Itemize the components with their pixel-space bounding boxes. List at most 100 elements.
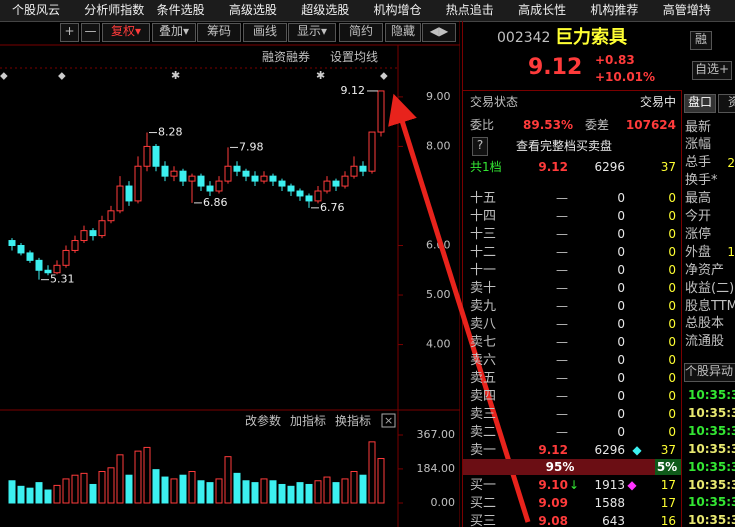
volume-bar [350, 471, 358, 504]
depth-volume: 1588 [594, 496, 625, 510]
extreme-label: 6.86 [203, 196, 228, 209]
depth-label: 卖八 [470, 316, 497, 332]
ratio-label: 委比 [470, 118, 495, 132]
toolbar-button[interactable]: — [81, 23, 100, 42]
volume-bar [305, 483, 313, 504]
close-indicator[interactable] [381, 413, 396, 428]
margin-tag[interactable]: 融 [690, 31, 712, 50]
volume-bar [53, 484, 61, 504]
volume-bar [206, 482, 214, 504]
extreme-label: 7.98 [239, 140, 264, 153]
volume-bar [260, 478, 268, 504]
y-tick-label: 4.00 [426, 338, 451, 351]
toolbar-button[interactable]: 简约 [339, 23, 383, 42]
candle-body [35, 259, 43, 271]
toolbar-button[interactable]: 显示▾ [288, 23, 336, 42]
depth-volume: 1913 [594, 478, 625, 492]
toolbar-button[interactable]: 画线 [243, 23, 287, 42]
y-tick-label: 6.00 [426, 238, 451, 251]
depth-label: 买二 [470, 495, 497, 511]
y-tick-label: 5.00 [426, 288, 451, 301]
depth-count: 17 [660, 496, 676, 510]
field-label: 最新 [685, 119, 712, 135]
volume-bar [62, 478, 70, 504]
diff-label: 委差 [585, 118, 610, 132]
volume-bar [26, 487, 34, 504]
full-depth-link[interactable]: 查看完整档买卖盘 [516, 139, 613, 153]
indicator-button[interactable]: 改参数 [245, 414, 282, 428]
menu-item[interactable]: 高成长性 [518, 3, 567, 17]
depth-price: — [556, 191, 568, 205]
menu-item[interactable]: 个股风云 [12, 3, 61, 17]
volume-bar [179, 474, 187, 504]
volume-bar [296, 482, 304, 504]
indicator-button[interactable]: 换指标 [335, 414, 372, 428]
volume-bar [368, 441, 376, 504]
kline-chart: ⬥ ⬥ ✱ ✱ ⬥ × 9.00 8.00 6.00 5.00 4.00 9.12 8.28 7.98… [0, 21, 460, 527]
indicator-button[interactable]: 加指标 [290, 414, 327, 428]
status-label: 交易状态 [470, 95, 519, 109]
ask-strength-bar [655, 459, 681, 475]
depth-summary: 6296 [594, 160, 625, 174]
depth-price: — [556, 209, 568, 223]
side-tab[interactable]: 资 [718, 94, 735, 113]
depth-price: 9.12 [538, 443, 568, 457]
depth-label: 买一 [470, 477, 497, 493]
toolbar-button[interactable]: 叠加▾ [152, 23, 196, 42]
depth-count: 0 [668, 299, 676, 313]
toolbar-button[interactable]: + [60, 23, 79, 42]
diff-value: 107624 [625, 118, 676, 132]
watchlist-button[interactable]: 自选+ [692, 61, 732, 80]
stock-name: 巨力索具 [555, 27, 627, 48]
depth-label: 卖十 [470, 280, 497, 296]
candle-body [26, 252, 34, 261]
candle-body [224, 165, 232, 182]
menu-item[interactable]: 分析师指数 [84, 3, 145, 17]
scroll-button[interactable]: ◀▶ [422, 23, 456, 42]
price-change-pct: +10.01% [595, 70, 656, 84]
menu-item[interactable]: 高管增持 [662, 3, 711, 17]
volume-bar [242, 480, 250, 504]
field-label: 总股本 [685, 316, 725, 332]
volume-bar [341, 478, 349, 504]
depth-volume: 0 [617, 335, 625, 349]
chart-link[interactable]: 融资融券 [262, 50, 311, 64]
chart-link[interactable]: 设置均线 [330, 50, 379, 64]
bid-strength-bar [463, 459, 655, 475]
candle-body [305, 195, 313, 202]
balance-bid: 95% [545, 460, 575, 474]
menu-item[interactable]: 热点追击 [445, 3, 494, 17]
menu-item[interactable]: 高级选股 [228, 3, 277, 17]
menu-item[interactable]: 超级选股 [301, 3, 350, 17]
volume-bar [170, 478, 178, 504]
candle-body [350, 165, 358, 177]
depth-label: 卖四 [470, 388, 497, 404]
depth-count: 0 [668, 191, 676, 205]
alert-title[interactable]: 个股异动 [684, 363, 735, 382]
toolbar-button[interactable]: 筹码 [197, 23, 241, 42]
toolbar-button[interactable]: 复权▾ [102, 23, 150, 42]
volume-bar [224, 456, 232, 504]
last-price: 9.12 [528, 55, 583, 80]
menu-item[interactable]: 机构推荐 [590, 3, 639, 17]
close-indicator[interactable]: × [384, 414, 393, 427]
toolbar-button[interactable]: 隐藏 [385, 23, 421, 42]
menu-item[interactable]: 机构增仓 [373, 3, 422, 17]
status-value: 交易中 [639, 95, 676, 109]
volume-bar [71, 474, 79, 504]
candle-body [179, 170, 187, 182]
help-button[interactable]: ? [472, 137, 488, 156]
depth-volume: 0 [617, 263, 625, 277]
balance-ask: 5% [656, 460, 678, 474]
menu-item[interactable]: 条件选股 [156, 3, 205, 17]
volume-bar [17, 485, 25, 504]
volume-bar [80, 472, 88, 504]
alert-time: 10:35:3 [688, 477, 735, 492]
depth-price: — [556, 389, 568, 403]
depth-count: 0 [668, 335, 676, 349]
volume-bar [98, 471, 106, 504]
side-tab[interactable]: 盘口 [684, 94, 716, 113]
depth-summary: 9.12 [538, 160, 568, 174]
depth-label: 卖七 [470, 334, 497, 350]
